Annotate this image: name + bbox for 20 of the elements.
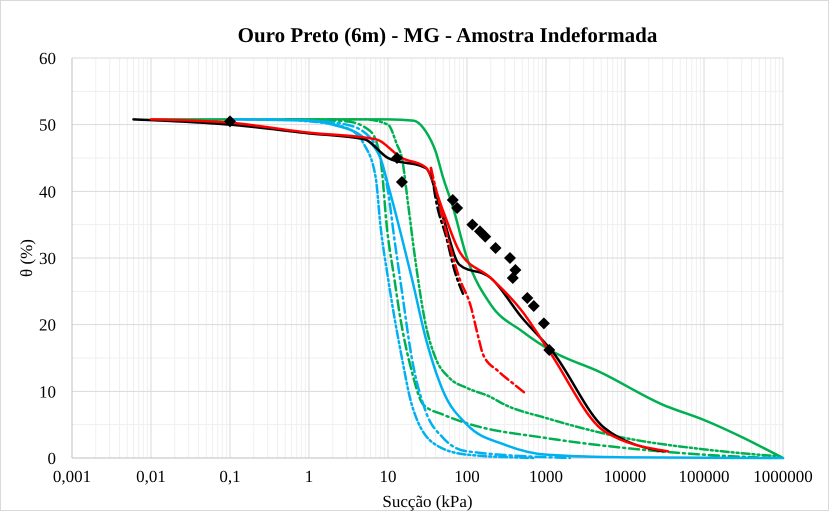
x-tick-label: 1 xyxy=(304,467,314,486)
x-tick-label: 100 xyxy=(454,467,480,486)
y-tick-label: 60 xyxy=(39,49,56,68)
y-tick-label: 0 xyxy=(48,449,56,468)
x-tick-label: 0,1 xyxy=(219,467,241,486)
y-tick-label: 40 xyxy=(39,182,56,202)
chart-title: Ouro Preto (6m) - MG - Amostra Indeformada xyxy=(238,23,658,47)
y-tick-label: 10 xyxy=(39,382,56,402)
y-tick-label: 50 xyxy=(39,116,56,135)
x-tick-label: 10000 xyxy=(604,467,646,486)
x-axis-title: Sucção (kPa) xyxy=(382,492,473,511)
x-tick-label: 0,001 xyxy=(52,467,92,486)
x-tick-label: 0,01 xyxy=(136,467,166,486)
x-tick-label: 10 xyxy=(380,467,396,486)
x-tick-label: 1000 xyxy=(529,467,563,486)
y-tick-label: 30 xyxy=(39,249,56,268)
x-tick-label: 1000000 xyxy=(753,467,813,486)
y-tick-label: 20 xyxy=(39,316,56,335)
y-axis-title: θ (%) xyxy=(17,239,36,277)
x-tick-label: 100000 xyxy=(678,467,730,486)
